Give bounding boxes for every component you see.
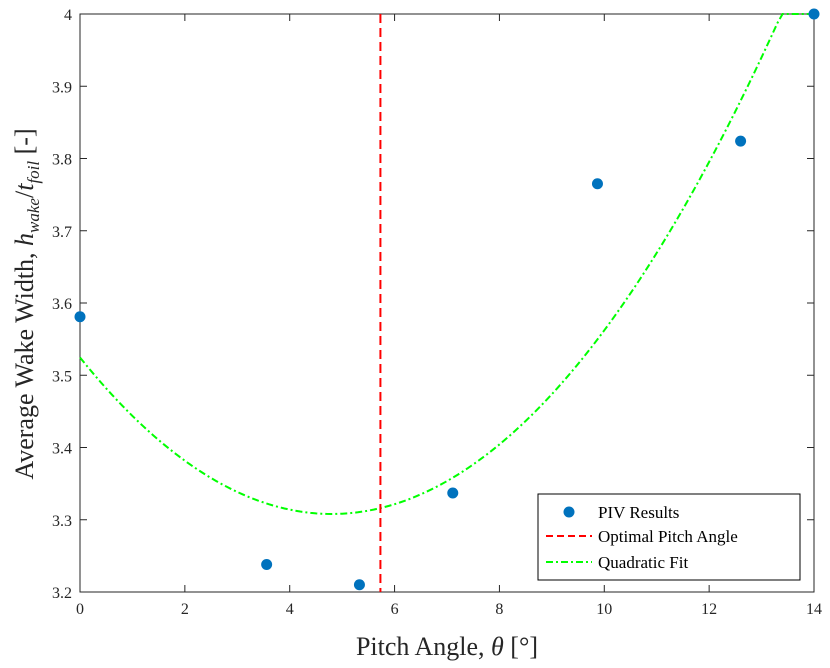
legend-marker-piv-results <box>563 506 575 518</box>
piv-result-point <box>353 579 365 591</box>
y-tick-label: 3.3 <box>52 513 72 530</box>
x-tick-label: 8 <box>495 601 503 618</box>
x-tick-label: 2 <box>181 601 189 618</box>
piv-result-point <box>447 487 459 499</box>
x-tick-label: 4 <box>286 601 294 618</box>
legend-label-quadratic-fit: Quadratic Fit <box>598 553 688 572</box>
x-tick-label: 14 <box>806 601 822 618</box>
legend-label-optimal-pitch-angle: Optimal Pitch Angle <box>598 527 738 546</box>
x-axis-label: Pitch Angle, θ [°] <box>356 632 538 661</box>
y-tick-label: 3.2 <box>52 585 72 602</box>
x-tick-label: 12 <box>701 601 717 618</box>
piv-result-point <box>591 178 603 190</box>
y-tick-label: 3.5 <box>52 368 72 385</box>
y-axis-label: Average Wake Width, hwake/tfoil [-] <box>10 128 43 479</box>
y-tick-label: 3.4 <box>52 441 72 458</box>
quadratic-fit-line <box>79 13 814 515</box>
y-tick-label: 3.6 <box>52 296 72 313</box>
y-tick-label: 3.9 <box>52 79 72 96</box>
piv-result-point <box>808 8 820 20</box>
legend: PIV Results Optimal Pitch Angle Quadrati… <box>537 493 801 581</box>
y-tick-label: 3.7 <box>52 224 72 241</box>
x-tick-label: 10 <box>596 601 612 618</box>
y-tick-label: 3.8 <box>52 152 72 169</box>
legend-label-piv-results: PIV Results <box>598 503 679 522</box>
x-tick-label: 0 <box>76 601 84 618</box>
piv-result-point <box>735 135 747 147</box>
piv-result-point <box>261 559 273 571</box>
x-tick-label: 6 <box>391 601 399 618</box>
y-tick-label: 4 <box>64 7 72 24</box>
piv-result-point <box>74 311 86 323</box>
